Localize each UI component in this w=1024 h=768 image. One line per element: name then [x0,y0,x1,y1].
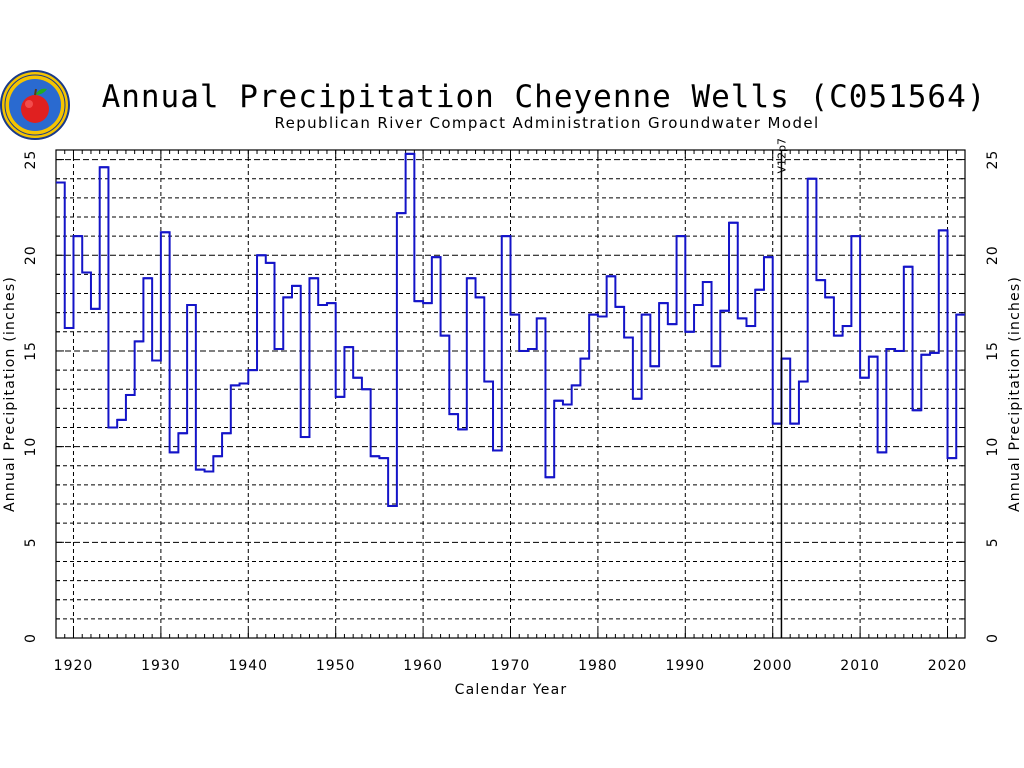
x-tick-label: 1920 [54,658,94,674]
axes [55,149,966,639]
grid-lines [56,150,965,638]
x-tick-label: 1980 [578,658,618,674]
y-tick-label-left: 25 [23,150,39,170]
x-tick-label: 1930 [141,658,181,674]
y-tick-label-right: 0 [985,633,1001,643]
annotation-group: V12p7 [775,138,788,638]
y-tick-label-right: 25 [985,150,1001,170]
y-tick-label-left: 0 [23,633,39,643]
x-tick-label: 2000 [753,658,793,674]
x-tick-label: 1950 [316,658,356,674]
y-axis-label-right: Annual Precipitation (inches) [1007,276,1023,512]
x-tick-label: 1990 [665,658,705,674]
x-tick-label: 1940 [228,658,268,674]
x-tick-label: 1960 [403,658,443,674]
x-tick-label: 1970 [491,658,531,674]
data-series [56,152,965,507]
tick-labels: 1920 1930 1940 1950 1960 1970 1980 1990 2000 2010… [23,150,1001,674]
x-axis-label: Calendar Year [455,682,568,698]
y-tick-label-left: 10 [23,437,39,457]
y-tick-label-right: 15 [985,341,1001,361]
y-tick-label-right: 10 [985,437,1001,457]
y-axis-label-left: Annual Precipitation (inches) [2,276,18,512]
y-tick-label-right: 5 [985,537,1001,547]
x-tick-label: 2010 [840,658,880,674]
y-tick-label-left: 20 [23,245,39,265]
x-tick-label: 2020 [928,658,968,674]
y-tick-label-left: 15 [23,341,39,361]
apple-seal-logo [0,70,70,140]
chart-title: Annual Precipitation Cheyenne Wells (C05… [102,79,987,115]
chart-subtitle: Republican River Compact Administration … [274,114,819,132]
y-tick-label-left: 5 [23,537,39,547]
annotation-label: V12p7 [775,138,788,174]
y-tick-label-right: 20 [985,245,1001,265]
